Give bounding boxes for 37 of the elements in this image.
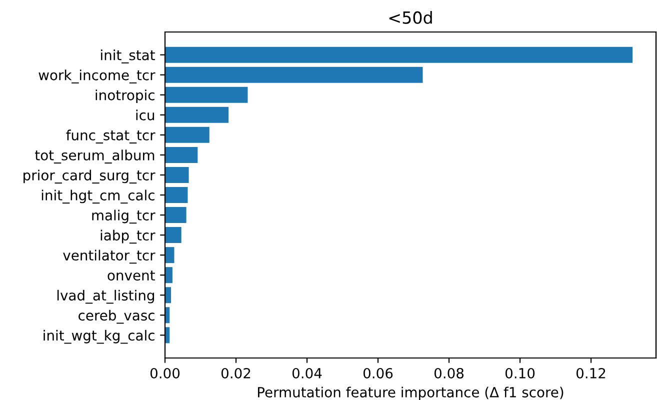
bar xyxy=(165,66,423,83)
y-tick-label: ventilator_tcr xyxy=(63,250,156,264)
x-tick-label: 0.10 xyxy=(505,368,535,378)
y-tick-label: onvent xyxy=(108,270,155,281)
y-tick-label: init_hgt_cm_calc xyxy=(42,190,154,204)
x-tick-label: 0.02 xyxy=(221,368,250,378)
bar xyxy=(165,166,189,183)
y-tick-label: inotropic xyxy=(96,90,154,104)
y-tick-label: work_income_tcr xyxy=(38,70,156,84)
bar xyxy=(165,186,188,204)
bar xyxy=(165,106,229,123)
bar xyxy=(165,126,210,143)
bar xyxy=(165,267,172,284)
y-tick-label: cereb_vasc xyxy=(78,310,154,324)
x-tick-label: 0.08 xyxy=(434,368,464,378)
bar xyxy=(165,86,248,103)
y-tick-label: iabp_tcr xyxy=(100,230,156,244)
bar xyxy=(165,146,198,163)
x-tick-label: 0.06 xyxy=(363,368,393,378)
x-tick-label: 0.00 xyxy=(150,368,180,378)
y-tick-label: tot_serum_album xyxy=(35,150,154,164)
y-tick-label: func_stat_tcr xyxy=(66,130,156,144)
x-axis-title: Permutation feature importance (Δ f1 score) xyxy=(258,386,564,400)
chart-title: <50d xyxy=(389,11,432,24)
y-tick-label: prior_card_surg_tcr xyxy=(24,170,156,184)
bar xyxy=(165,247,174,264)
y-tick-label: init_stat xyxy=(101,50,155,64)
x-tick-label: 0.04 xyxy=(292,368,322,378)
bar xyxy=(165,207,186,224)
y-tick-label: lvad_at_listing xyxy=(57,290,154,304)
y-tick-label: init_wgt_kg_calc xyxy=(44,330,154,344)
bar xyxy=(165,227,182,244)
y-tick-label: malig_tcr xyxy=(92,210,156,224)
y-tick-label: icu xyxy=(136,110,154,120)
bar xyxy=(165,287,172,304)
bar xyxy=(165,46,633,63)
x-tick-label: 0.12 xyxy=(576,368,606,378)
